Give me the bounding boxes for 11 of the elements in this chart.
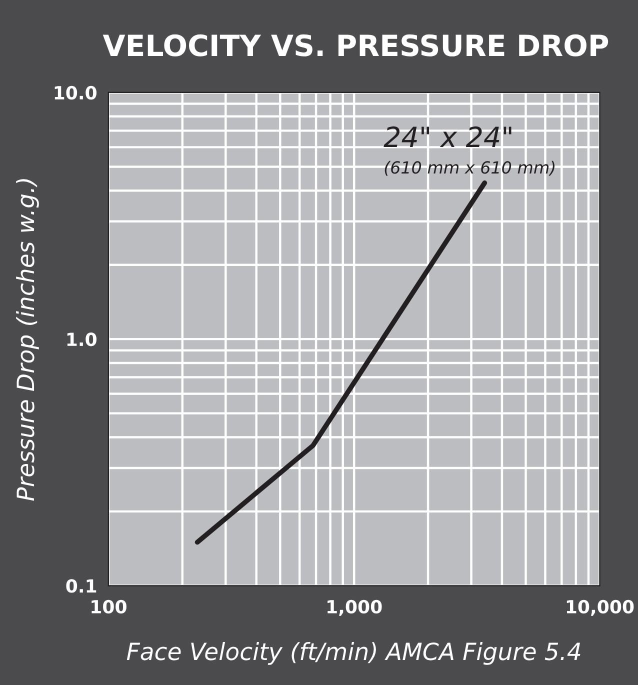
annotation: (610 mm x 610 mm) bbox=[384, 160, 554, 176]
x-tick-label: 100 bbox=[92, 600, 126, 614]
chart-title: VELOCITY VS. PRESSURE DROP bbox=[102, 34, 608, 56]
y-tick-label: 1.0 bbox=[67, 332, 96, 346]
y-tick-label: 0.1 bbox=[66, 579, 96, 593]
y-axis-title: Pressure Drop (inches w.g.) bbox=[16, 179, 39, 501]
x-tick-label: 10,000 bbox=[566, 600, 634, 616]
x-axis-title: Face Velocity (ft/min) AMCA Figure 5.4 bbox=[126, 642, 580, 665]
x-tick-label: 1,000 bbox=[328, 600, 382, 616]
y-tick-label: 10.0 bbox=[54, 86, 96, 100]
annotation: 24" x 24" bbox=[384, 126, 512, 147]
